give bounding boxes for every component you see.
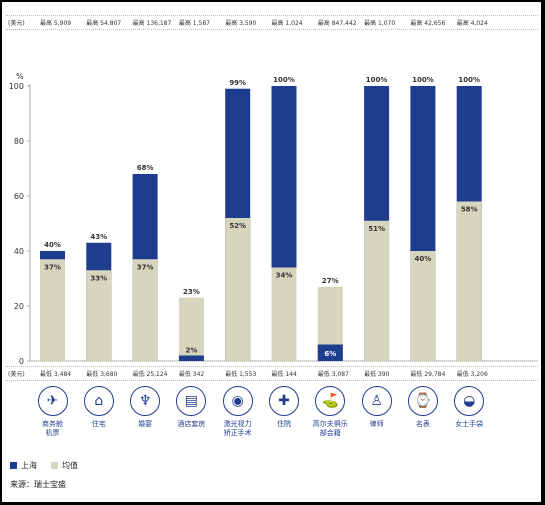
banquet-icon: ♆ bbox=[130, 386, 161, 416]
max-price-label: 最高 847,442 bbox=[317, 20, 357, 27]
min-price-label: 最低 3,087 bbox=[317, 371, 349, 378]
data-label-average: 52% bbox=[229, 222, 246, 230]
min-price-label: 最低 3,484 bbox=[40, 371, 72, 378]
source-note: 来源：瑞士宝盛 bbox=[10, 480, 66, 489]
bar-shanghai-front bbox=[317, 344, 343, 361]
business-jet-icon: ✈ bbox=[37, 386, 68, 416]
category-label: 高尔夫俱乐 部会籍 bbox=[312, 420, 348, 437]
min-price-label: 最低 3,206 bbox=[456, 371, 488, 378]
bar-average bbox=[271, 267, 297, 361]
data-label-average: 51% bbox=[368, 225, 385, 233]
data-label-average: 37% bbox=[44, 263, 61, 271]
category-label: 婚宴 bbox=[138, 420, 153, 428]
top-separator-2 bbox=[6, 29, 538, 30]
bottom-separator-2 bbox=[6, 380, 538, 381]
laser-eye-surgery-icon: ◉ bbox=[222, 386, 253, 416]
max-price-label: 最高 1,587 bbox=[178, 20, 210, 27]
data-label-shanghai: 40% bbox=[44, 241, 61, 249]
y-tick-label: 100 bbox=[9, 82, 24, 91]
category-label: 酒店套房 bbox=[177, 420, 206, 428]
data-label-average: 40% bbox=[415, 255, 432, 263]
min-price-label: 最低 390 bbox=[364, 371, 390, 378]
category-label: 住院 bbox=[277, 420, 291, 428]
category-label: 律师 bbox=[369, 420, 384, 428]
bottom-separator bbox=[6, 366, 538, 367]
data-label-average: 37% bbox=[137, 263, 154, 271]
data-label-shanghai: 68% bbox=[137, 164, 154, 172]
min-price-label: 最低 144 bbox=[271, 371, 297, 378]
top-unit-label: (美元) bbox=[8, 20, 25, 27]
category-label: 名表 bbox=[415, 420, 430, 428]
min-price-label: 最低 3,680 bbox=[86, 371, 118, 378]
bar-average bbox=[456, 201, 482, 361]
data-label-average: 33% bbox=[90, 274, 107, 282]
bar-average bbox=[410, 251, 436, 361]
bar-average bbox=[225, 218, 251, 361]
max-price-label: 最高 54,807 bbox=[86, 20, 122, 27]
data-label-shanghai: 100% bbox=[273, 76, 295, 84]
residence-icon: ⌂ bbox=[83, 386, 114, 416]
data-label-shanghai: 43% bbox=[90, 233, 107, 241]
category-label: 住宅 bbox=[91, 420, 106, 428]
data-label-shanghai: 2% bbox=[185, 347, 197, 355]
min-price-label: 最低 1,553 bbox=[225, 371, 257, 378]
top-separator bbox=[6, 15, 538, 16]
min-price-label: 最低 25,124 bbox=[132, 371, 168, 378]
max-price-label: 最高 136,187 bbox=[132, 20, 172, 27]
bar-average bbox=[40, 259, 65, 361]
max-price-label: 最高 1,070 bbox=[364, 20, 396, 27]
category-label: 激光视力 矫正手术 bbox=[223, 420, 252, 437]
bar-average bbox=[86, 270, 112, 361]
min-price-label: 最低 29,784 bbox=[410, 371, 446, 378]
data-label-average: 27% bbox=[322, 277, 339, 285]
max-price-label: 最高 42,656 bbox=[410, 20, 446, 27]
legend-swatch-shanghai bbox=[10, 462, 17, 469]
bar-average bbox=[364, 220, 390, 361]
y-tick-label: 20 bbox=[14, 302, 24, 311]
legend: 上海 均值 bbox=[10, 460, 78, 471]
max-price-label: 最高 1,024 bbox=[271, 20, 303, 27]
y-tick-label: 0 bbox=[19, 357, 24, 366]
hospital-icon: ✚ bbox=[269, 386, 299, 416]
data-label-shanghai: 100% bbox=[458, 76, 480, 84]
y-axis-unit: % bbox=[16, 72, 24, 81]
data-label-shanghai: 100% bbox=[412, 76, 434, 84]
data-label-shanghai: 100% bbox=[366, 76, 388, 84]
data-label-average: 58% bbox=[461, 206, 478, 214]
chart-frame: (美元) 最高 5,909 最高 54,807 最高 136,187 最高 1,587… bbox=[2, 2, 541, 502]
legend-label-shanghai: 上海 bbox=[21, 461, 37, 470]
max-price-label: 最高 3,590 bbox=[225, 20, 257, 27]
bar-average bbox=[132, 259, 158, 361]
data-label-average: 23% bbox=[183, 288, 200, 296]
handbag-icon: ◒ bbox=[454, 386, 485, 416]
category-label: 商务舱 机票 bbox=[42, 420, 63, 437]
bar-shanghai-front bbox=[178, 355, 204, 361]
data-label-average: 34% bbox=[276, 272, 293, 280]
y-tick-label: 40 bbox=[14, 247, 24, 256]
hotel-suite-icon: ▤ bbox=[176, 386, 207, 416]
y-tick-label: 80 bbox=[14, 137, 24, 146]
stacked-bar-chart: % 0 20 40 60 80 100 40% 37% 43% 33% 68% 37% 2% 23% 99% 5… bbox=[9, 72, 538, 366]
max-price-label: 最高 5,909 bbox=[40, 20, 72, 27]
golf-club-icon: ⛳ bbox=[315, 386, 346, 416]
data-label-shanghai: 99% bbox=[229, 79, 246, 87]
watch-icon: ⌚ bbox=[407, 386, 438, 416]
legend-swatch-average bbox=[51, 462, 58, 469]
legend-label-average: 均值 bbox=[62, 461, 78, 470]
category-label: 女士手袋 bbox=[455, 420, 484, 428]
data-label-shanghai: 6% bbox=[324, 350, 336, 358]
lawyer-icon: ♙ bbox=[361, 386, 392, 416]
bar-average bbox=[178, 297, 204, 361]
bottom-unit-label: (美元) bbox=[8, 371, 25, 378]
min-price-label: 最低 342 bbox=[178, 371, 205, 378]
y-tick-label: 60 bbox=[14, 192, 24, 201]
max-price-label: 最高 4,024 bbox=[456, 20, 488, 27]
